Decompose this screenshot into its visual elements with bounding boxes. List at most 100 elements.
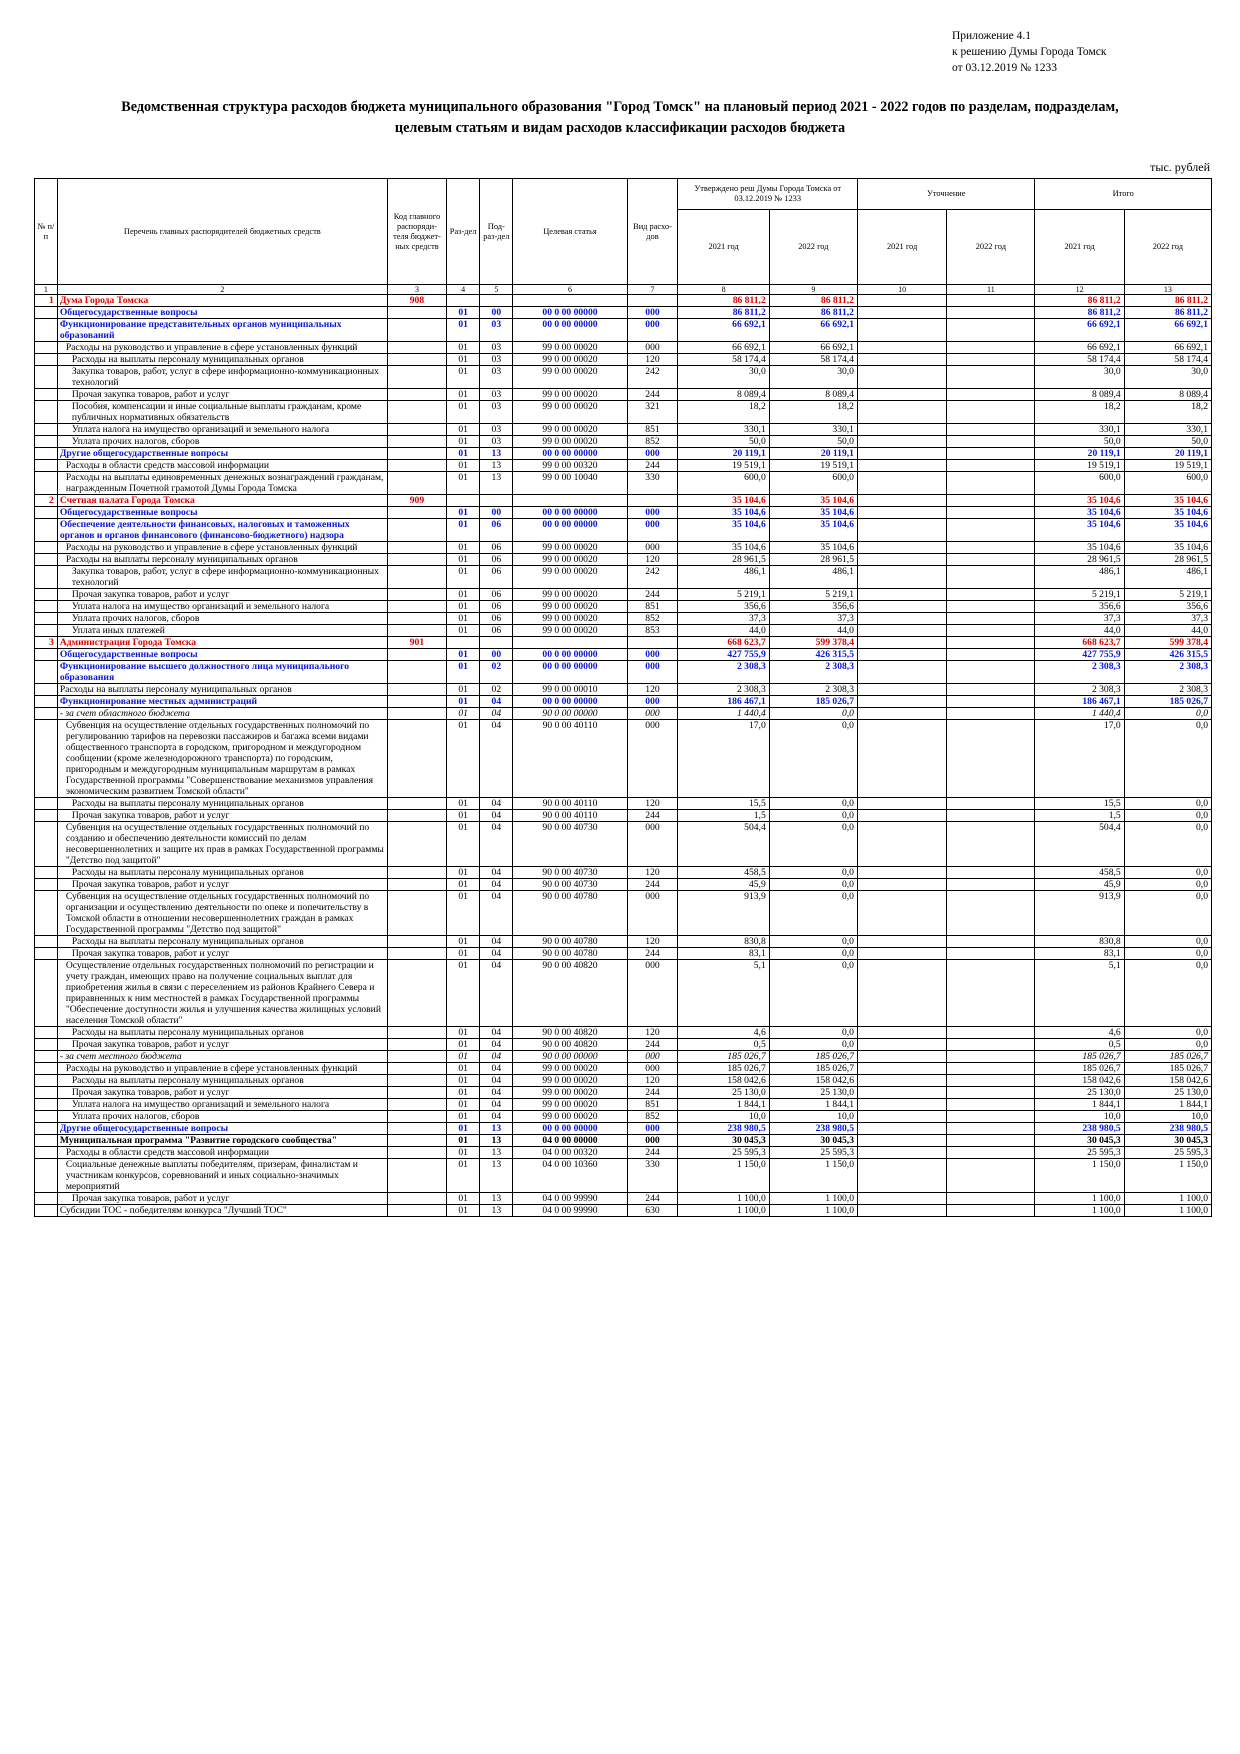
row-vid: 000	[626, 518, 679, 542]
row-vid: 120	[626, 683, 679, 696]
row-target	[512, 294, 628, 307]
row-approved-2022: 20 119,1	[768, 447, 858, 460]
row-changes-2021	[856, 809, 948, 822]
table-row: 1 Дума Города Томска 908 86 811,2 86 811,2 86…	[34, 294, 1213, 307]
row-podrazdel: 04	[479, 1086, 514, 1099]
row-target: 99 0 00 00020	[512, 553, 628, 566]
table-row: Расходы на руководство и управление в сф…	[34, 341, 1213, 354]
row-changes-2022	[946, 1062, 1036, 1075]
row-approved-2021: 17,0	[677, 719, 770, 798]
row-target: 00 0 00 00000	[512, 306, 628, 319]
table-row: Функционирование представительных органо…	[34, 318, 1213, 342]
row-approved-2022: 0,0	[768, 797, 858, 810]
row-total-2022: 356,6	[1123, 600, 1213, 613]
row-approved-2022: 86 811,2	[768, 306, 858, 319]
row-podrazdel: 04	[479, 878, 514, 891]
row-approved-2021: 37,3	[677, 612, 770, 625]
row-total-2022: 238 980,5	[1123, 1122, 1213, 1135]
row-changes-2022	[946, 959, 1036, 1027]
row-changes-2022	[946, 1026, 1036, 1039]
row-total-2022: 0,0	[1123, 935, 1213, 948]
row-approved-2021: 86 811,2	[677, 294, 770, 307]
row-razdel: 01	[446, 459, 481, 472]
row-total-2022: 86 811,2	[1123, 306, 1213, 319]
row-code: 908	[386, 294, 448, 307]
row-changes-2021	[856, 318, 948, 342]
row-podrazdel: 04	[479, 947, 514, 960]
row-name: Расходы на руководство и управление в сф…	[56, 541, 388, 554]
row-target: 99 0 00 00020	[512, 1110, 628, 1123]
row-approved-2022: 35 104,6	[768, 518, 858, 542]
row-vid: 851	[626, 600, 679, 613]
row-approved-2021: 600,0	[677, 471, 770, 495]
row-target: 90 0 00 40820	[512, 959, 628, 1027]
row-target: 99 0 00 00020	[512, 341, 628, 354]
row-approved-2021: 58 174,4	[677, 353, 770, 366]
row-number: 3	[34, 636, 58, 649]
row-approved-2021: 1 100,0	[677, 1192, 770, 1205]
row-approved-2022: 356,6	[768, 600, 858, 613]
row-approved-2022: 37,3	[768, 612, 858, 625]
row-podrazdel: 04	[479, 890, 514, 936]
row-code	[386, 1122, 448, 1135]
row-total-2022: 1 844,1	[1123, 1098, 1213, 1111]
header-changes: Уточнение	[856, 178, 1036, 210]
row-changes-2021	[856, 518, 948, 542]
row-changes-2022	[946, 506, 1036, 519]
row-name: Прочая закупка товаров, работ и услуг	[56, 588, 388, 601]
row-changes-2021	[856, 890, 948, 936]
row-vid: 000	[626, 719, 679, 798]
row-code	[386, 541, 448, 554]
table-row: Обеспечение деятельности финансовых, нал…	[34, 518, 1213, 542]
row-approved-2022: 50,0	[768, 435, 858, 448]
row-approved-2022: 0,0	[768, 878, 858, 891]
row-target: 00 0 00 00000	[512, 1122, 628, 1135]
row-changes-2021	[856, 1204, 948, 1217]
row-name: Пособия, компенсации и иные социальные в…	[56, 400, 388, 424]
row-number	[34, 400, 58, 424]
row-total-2021: 35 104,6	[1034, 541, 1125, 554]
row-changes-2021	[856, 695, 948, 708]
row-approved-2021: 25 130,0	[677, 1086, 770, 1099]
row-podrazdel: 13	[479, 1204, 514, 1217]
row-total-2022: 330,1	[1123, 423, 1213, 436]
row-approved-2021: 35 104,6	[677, 506, 770, 519]
row-target: 04 0 00 99990	[512, 1204, 628, 1217]
appendix-line-1: Приложение 4.1	[952, 30, 1031, 42]
row-approved-2021: 913,9	[677, 890, 770, 936]
row-podrazdel: 04	[479, 1110, 514, 1123]
row-podrazdel: 04	[479, 707, 514, 720]
row-name: Другие общегосударственные вопросы	[56, 1122, 388, 1135]
row-name: - за счет местного бюджета	[56, 1050, 388, 1063]
row-total-2021: 1,5	[1034, 809, 1125, 822]
table-row: Уплата налога на имущество организаций и…	[34, 423, 1213, 436]
row-number	[34, 423, 58, 436]
row-approved-2021: 186 467,1	[677, 695, 770, 708]
row-total-2021: 15,5	[1034, 797, 1125, 810]
row-approved-2022: 30 045,3	[768, 1134, 858, 1147]
row-code	[386, 612, 448, 625]
row-total-2021: 2 308,3	[1034, 683, 1125, 696]
row-approved-2021: 356,6	[677, 600, 770, 613]
row-code	[386, 318, 448, 342]
row-podrazdel: 04	[479, 821, 514, 867]
row-approved-2021: 486,1	[677, 565, 770, 589]
row-target: 90 0 00 40730	[512, 878, 628, 891]
header-changes-2022: 2022 год	[946, 209, 1036, 285]
row-changes-2022	[946, 423, 1036, 436]
row-approved-2021: 5 219,1	[677, 588, 770, 601]
header-total: Итого	[1034, 178, 1212, 210]
row-target: 99 0 00 00020	[512, 1062, 628, 1075]
row-number: 1	[34, 294, 58, 307]
row-total-2021: 5 219,1	[1034, 588, 1125, 601]
row-total-2022: 0,0	[1123, 707, 1213, 720]
row-vid: 244	[626, 1038, 679, 1051]
row-target: 90 0 00 00000	[512, 707, 628, 720]
row-approved-2022: 330,1	[768, 423, 858, 436]
row-code: 909	[386, 494, 448, 507]
row-changes-2021	[856, 388, 948, 401]
row-target: 99 0 00 00020	[512, 353, 628, 366]
row-approved-2021: 5,1	[677, 959, 770, 1027]
table-row: - за счет областного бюджета 01 04 90 0 00 …	[34, 707, 1213, 720]
row-approved-2021: 830,8	[677, 935, 770, 948]
